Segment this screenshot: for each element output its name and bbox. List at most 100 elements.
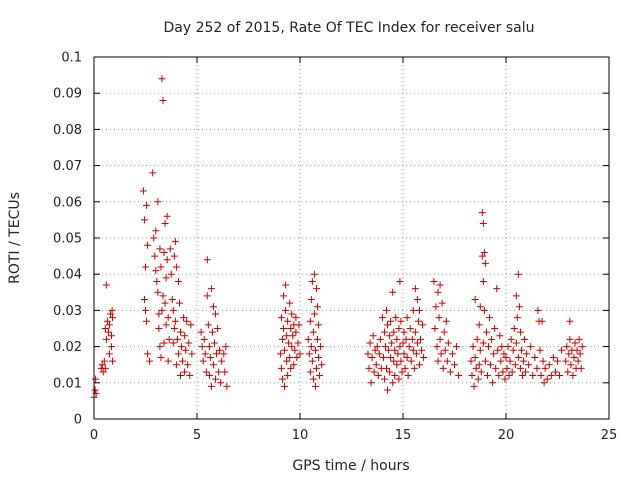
data-point bbox=[400, 350, 408, 358]
data-point bbox=[306, 317, 314, 325]
data-point bbox=[574, 357, 582, 365]
data-point bbox=[159, 96, 167, 104]
data-point bbox=[159, 292, 167, 300]
data-point bbox=[478, 209, 486, 217]
data-point bbox=[374, 372, 382, 380]
grid-layer bbox=[94, 57, 609, 419]
data-point bbox=[286, 299, 294, 307]
data-point bbox=[218, 357, 226, 365]
data-point bbox=[156, 343, 164, 351]
data-point bbox=[406, 325, 414, 332]
data-point bbox=[415, 361, 423, 369]
data-point bbox=[432, 303, 440, 311]
data-point bbox=[500, 350, 508, 358]
data-point bbox=[91, 386, 99, 394]
data-point bbox=[295, 321, 303, 329]
data-point bbox=[282, 306, 290, 314]
data-point bbox=[558, 346, 566, 354]
data-point bbox=[223, 382, 231, 390]
data-point bbox=[308, 277, 316, 285]
data-point bbox=[373, 343, 381, 351]
data-point bbox=[187, 321, 195, 329]
data-point bbox=[101, 364, 109, 372]
data-point bbox=[453, 343, 461, 351]
data-point bbox=[108, 332, 116, 340]
data-point bbox=[163, 256, 171, 264]
data-point bbox=[564, 368, 572, 376]
data-point bbox=[518, 372, 526, 380]
data-point bbox=[389, 288, 397, 296]
data-point bbox=[317, 343, 325, 351]
data-point bbox=[523, 350, 531, 358]
data-point bbox=[308, 357, 316, 365]
data-point bbox=[293, 353, 301, 361]
data-point bbox=[314, 335, 322, 343]
data-point bbox=[287, 325, 295, 332]
data-point bbox=[309, 375, 317, 383]
data-point bbox=[144, 241, 152, 249]
data-point bbox=[396, 277, 404, 285]
data-point bbox=[529, 372, 537, 380]
data-point bbox=[563, 343, 571, 351]
data-point bbox=[533, 364, 541, 372]
data-point bbox=[143, 317, 151, 325]
data-point bbox=[388, 339, 396, 347]
data-point bbox=[439, 364, 447, 372]
data-point bbox=[288, 310, 296, 318]
data-point bbox=[551, 368, 559, 376]
data-point bbox=[158, 75, 166, 83]
y-tick-label: 0.01 bbox=[53, 376, 82, 391]
data-point bbox=[316, 372, 324, 380]
data-point bbox=[207, 285, 215, 293]
data-point bbox=[156, 245, 164, 253]
data-point bbox=[384, 321, 392, 329]
data-point bbox=[396, 343, 404, 351]
data-point bbox=[389, 379, 397, 387]
ticks-layer: 0 0.01 0.02 0.03 0.04 0.05 0.06 0.07 0.08 0.09 0.1… bbox=[53, 51, 617, 444]
data-point bbox=[379, 353, 387, 361]
data-point bbox=[367, 379, 375, 387]
data-point bbox=[408, 335, 416, 343]
data-point bbox=[287, 364, 295, 372]
data-point bbox=[556, 372, 564, 380]
data-point bbox=[366, 339, 374, 347]
data-point bbox=[446, 368, 454, 376]
data-point bbox=[451, 361, 458, 369]
data-point bbox=[440, 328, 448, 336]
data-point bbox=[566, 335, 574, 343]
data-point bbox=[165, 335, 173, 343]
data-point bbox=[567, 361, 575, 369]
data-point bbox=[215, 368, 223, 376]
data-point bbox=[386, 332, 394, 340]
data-point bbox=[573, 346, 581, 354]
data-point bbox=[157, 353, 165, 361]
data-point bbox=[569, 372, 577, 380]
data-point bbox=[283, 332, 291, 340]
data-point bbox=[184, 361, 192, 369]
data-point bbox=[311, 382, 319, 390]
data-point bbox=[108, 306, 116, 314]
data-point bbox=[175, 299, 183, 307]
data-point bbox=[291, 346, 299, 354]
data-point bbox=[140, 216, 148, 224]
data-point bbox=[289, 332, 297, 340]
y-tick-label: 0.05 bbox=[53, 232, 82, 247]
data-point bbox=[538, 317, 546, 325]
data-point bbox=[407, 357, 415, 365]
data-point bbox=[284, 372, 292, 380]
data-point bbox=[492, 364, 500, 372]
data-point bbox=[487, 361, 495, 369]
data-point bbox=[280, 325, 288, 332]
data-point bbox=[411, 285, 419, 293]
data-point bbox=[441, 346, 449, 354]
data-point bbox=[101, 325, 109, 332]
data-point bbox=[499, 368, 507, 376]
data-point bbox=[402, 335, 410, 343]
data-point bbox=[434, 288, 442, 296]
data-point bbox=[434, 357, 442, 365]
data-point bbox=[155, 310, 163, 318]
data-point bbox=[505, 372, 513, 380]
data-point bbox=[483, 372, 491, 380]
x-tick-label: 15 bbox=[395, 428, 412, 443]
data-point bbox=[169, 306, 177, 314]
